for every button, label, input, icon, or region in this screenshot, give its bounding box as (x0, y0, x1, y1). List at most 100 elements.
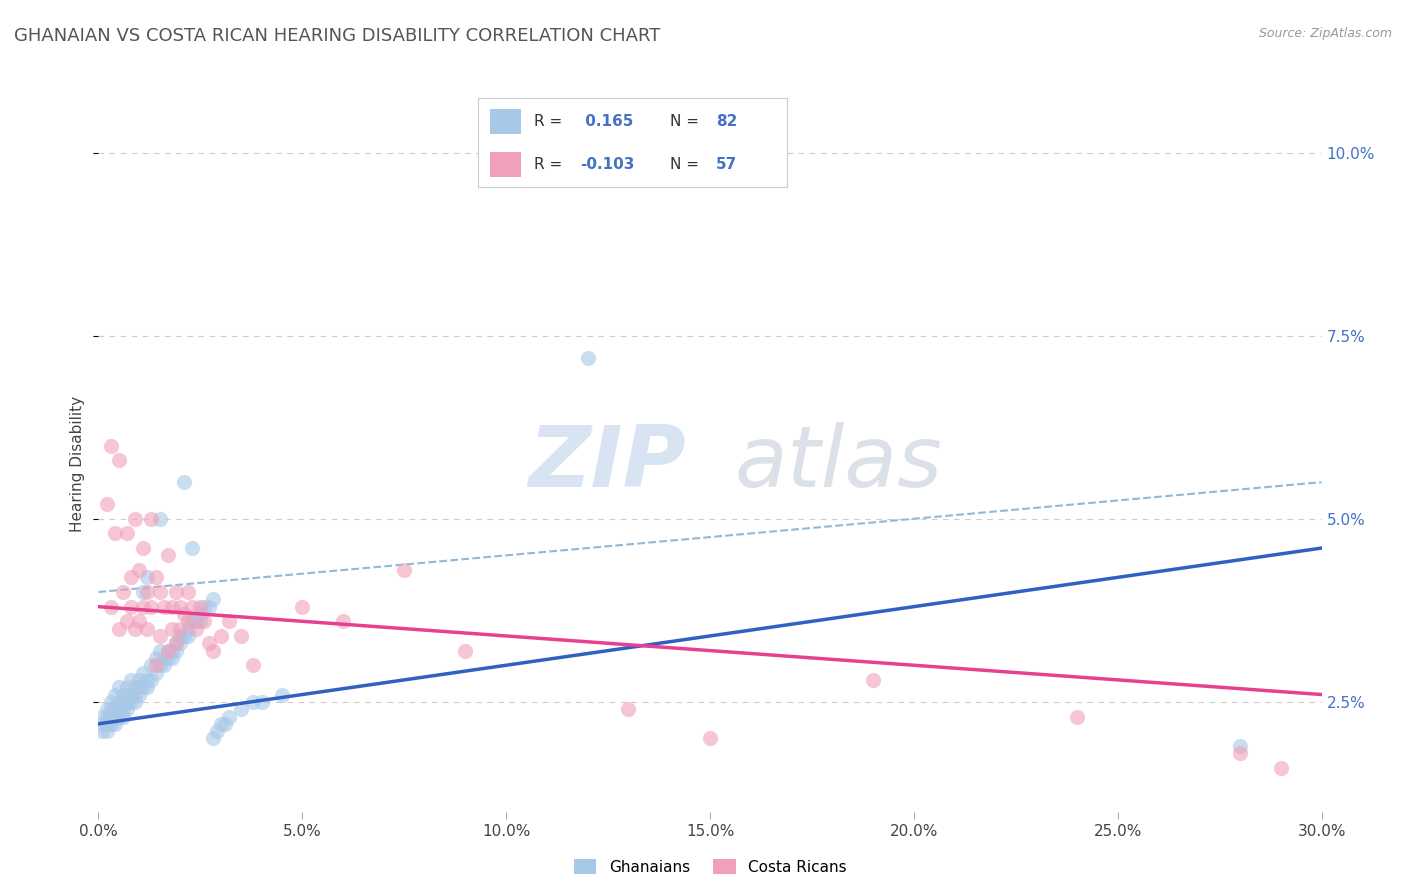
Point (91, 716, 114, 731)
Point (576, 351, 599, 365)
Point (108, 702, 131, 716)
Point (96, 497, 118, 511)
Text: atlas: atlas (734, 422, 942, 506)
Point (100, 438, 122, 452)
Point (145, 665, 167, 680)
Point (100, 599, 122, 614)
Point (141, 512, 163, 526)
Point (136, 673, 159, 687)
Point (291, 599, 314, 614)
Point (132, 541, 155, 555)
Point (96, 709, 118, 723)
Point (197, 599, 219, 614)
Point (156, 651, 179, 665)
Point (156, 643, 179, 657)
Point (160, 643, 183, 657)
Point (169, 599, 191, 614)
Text: ZIP: ZIP (527, 422, 686, 506)
Point (177, 622, 200, 636)
Point (1229, 739, 1251, 753)
Point (104, 716, 127, 731)
Point (141, 599, 163, 614)
Point (149, 585, 172, 599)
Point (160, 622, 183, 636)
Point (188, 615, 212, 629)
Point (120, 599, 142, 614)
Point (111, 709, 134, 723)
Point (96, 716, 118, 731)
Point (132, 599, 155, 614)
Point (242, 695, 264, 709)
Point (96, 702, 118, 716)
Point (193, 615, 215, 629)
Point (108, 680, 131, 694)
Point (91, 724, 114, 739)
Point (201, 731, 224, 746)
Point (205, 724, 228, 739)
Text: R =: R = (534, 114, 567, 128)
Point (1270, 761, 1292, 775)
Point (152, 658, 174, 673)
Point (181, 541, 204, 555)
Point (392, 563, 416, 577)
Point (173, 629, 195, 643)
Point (197, 636, 219, 650)
Point (120, 570, 142, 584)
Point (181, 599, 204, 614)
Point (165, 643, 187, 657)
Point (104, 526, 127, 541)
Point (186, 615, 208, 629)
Point (218, 709, 240, 723)
Point (124, 680, 146, 694)
Point (332, 615, 354, 629)
Point (169, 622, 191, 636)
Point (250, 695, 273, 709)
Y-axis label: Hearing Disability: Hearing Disability (70, 396, 86, 532)
Text: -0.103: -0.103 (581, 157, 634, 171)
Point (124, 512, 146, 526)
Point (141, 673, 163, 687)
Point (111, 702, 134, 716)
Point (104, 709, 127, 723)
Point (149, 658, 172, 673)
Point (141, 658, 163, 673)
Point (699, 731, 721, 746)
Point (136, 585, 159, 599)
Point (149, 512, 172, 526)
Point (120, 695, 142, 709)
Point (132, 585, 155, 599)
Point (1066, 709, 1088, 723)
Point (186, 622, 208, 636)
Point (91, 709, 114, 723)
Point (173, 475, 195, 490)
Text: N =: N = (669, 114, 703, 128)
Point (124, 622, 146, 636)
Point (136, 570, 159, 584)
Point (145, 570, 167, 584)
Point (132, 665, 155, 680)
Point (145, 658, 167, 673)
Point (152, 651, 174, 665)
Point (270, 688, 294, 702)
Point (193, 599, 215, 614)
Point (128, 615, 150, 629)
Point (115, 695, 138, 709)
Point (132, 680, 155, 694)
Point (209, 629, 232, 643)
Point (108, 622, 131, 636)
Point (188, 599, 212, 614)
Bar (491, 109, 522, 134)
Point (111, 585, 134, 599)
Point (120, 688, 142, 702)
Point (128, 688, 150, 702)
Point (128, 673, 150, 687)
Point (617, 702, 640, 716)
Point (115, 688, 138, 702)
Point (160, 651, 183, 665)
Point (165, 585, 187, 599)
Point (104, 702, 127, 716)
Point (108, 453, 131, 467)
Point (96, 724, 118, 739)
Point (201, 592, 224, 607)
Point (242, 658, 264, 673)
